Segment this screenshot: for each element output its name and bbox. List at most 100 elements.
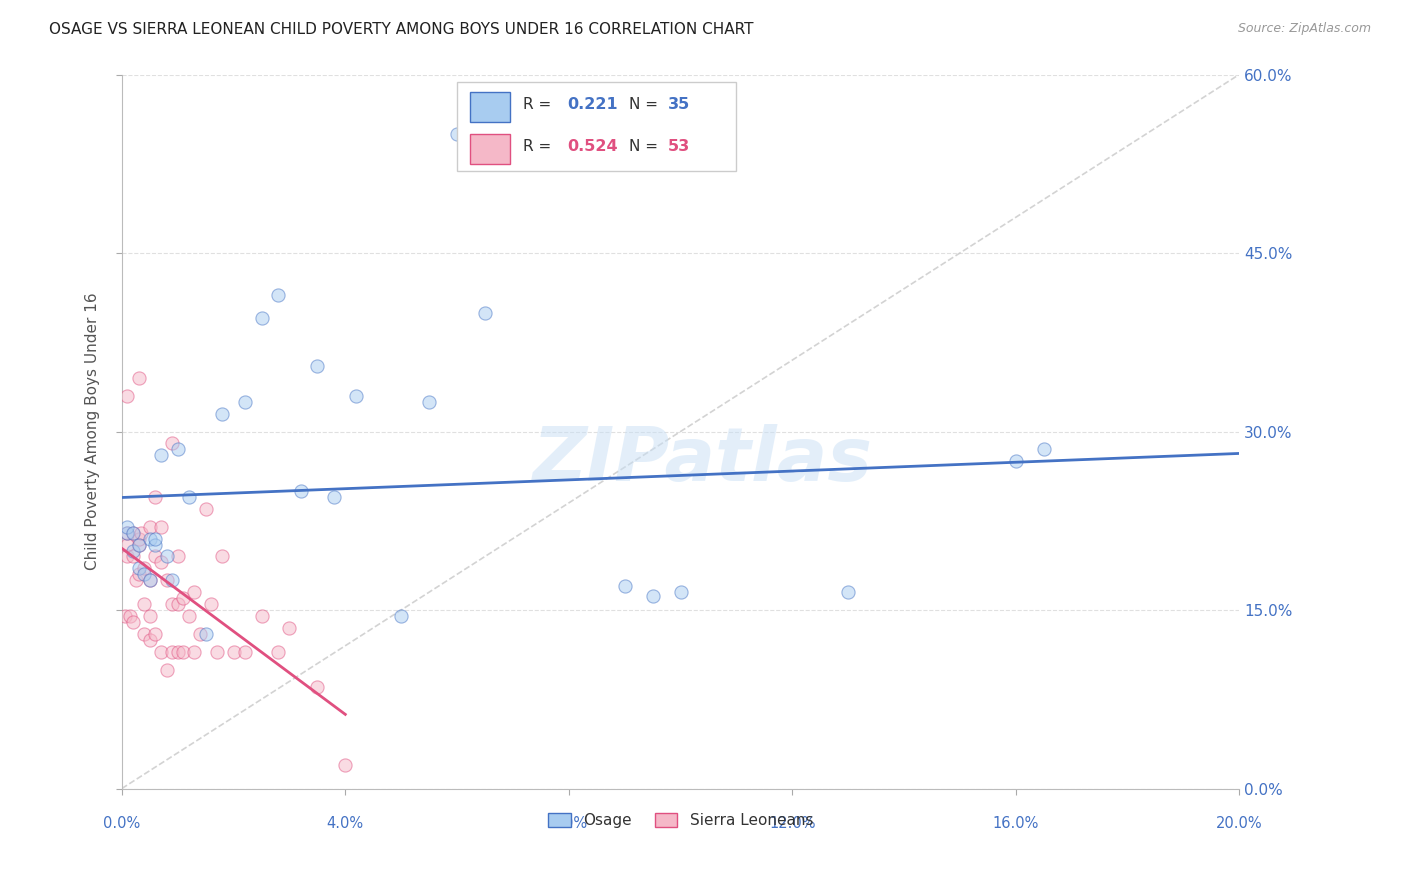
Point — [143, 549, 166, 564]
Point — [211, 407, 233, 421]
Point — [307, 359, 329, 373]
Point — [837, 585, 859, 599]
Point — [267, 287, 290, 301]
Point — [143, 538, 166, 552]
Point — [117, 525, 139, 540]
Point — [128, 371, 150, 385]
Point — [177, 609, 200, 624]
Point — [160, 436, 183, 450]
Text: Source: ZipAtlas.com: Source: ZipAtlas.com — [1237, 22, 1371, 36]
Point — [120, 609, 142, 624]
Point — [160, 574, 183, 588]
Point — [122, 525, 145, 540]
Point — [143, 532, 166, 546]
Point — [188, 627, 211, 641]
Legend: Osage, Sierra Leoneans: Osage, Sierra Leoneans — [541, 807, 820, 834]
Point — [128, 561, 150, 575]
Text: 16.0%: 16.0% — [993, 815, 1039, 830]
FancyBboxPatch shape — [471, 92, 509, 122]
Point — [117, 519, 139, 533]
Point — [474, 305, 496, 319]
Point — [139, 574, 162, 588]
Point — [139, 519, 162, 533]
Point — [641, 589, 664, 603]
Point — [122, 615, 145, 629]
Point — [128, 538, 150, 552]
Point — [346, 389, 368, 403]
Text: 8.0%: 8.0% — [550, 815, 588, 830]
Text: N =: N = — [628, 97, 658, 112]
Point — [200, 597, 222, 611]
Point — [131, 525, 153, 540]
Point — [205, 645, 228, 659]
Point — [194, 627, 217, 641]
Point — [211, 549, 233, 564]
Point — [335, 757, 357, 772]
Point — [128, 532, 150, 546]
Point — [134, 597, 156, 611]
Text: 0.524: 0.524 — [568, 139, 619, 154]
Point — [149, 556, 172, 570]
Text: ZIPatlas: ZIPatlas — [533, 424, 873, 497]
Y-axis label: Child Poverty Among Boys Under 16: Child Poverty Among Boys Under 16 — [86, 293, 100, 570]
Text: N =: N = — [628, 139, 658, 154]
Text: R =: R = — [523, 139, 551, 154]
Point — [233, 645, 256, 659]
Point — [139, 632, 162, 647]
Text: 35: 35 — [668, 97, 690, 112]
Point — [149, 645, 172, 659]
Point — [250, 311, 273, 326]
Text: R =: R = — [523, 97, 551, 112]
Point — [177, 490, 200, 504]
Text: 4.0%: 4.0% — [326, 815, 364, 830]
Point — [290, 483, 312, 498]
Point — [122, 543, 145, 558]
Point — [122, 525, 145, 540]
Point — [183, 585, 205, 599]
Point — [128, 538, 150, 552]
FancyBboxPatch shape — [471, 134, 509, 164]
Point — [172, 645, 194, 659]
Point — [139, 574, 162, 588]
Point — [183, 645, 205, 659]
Point — [117, 538, 139, 552]
Text: 12.0%: 12.0% — [769, 815, 815, 830]
Point — [233, 394, 256, 409]
FancyBboxPatch shape — [457, 82, 737, 171]
Point — [134, 561, 156, 575]
Point — [250, 609, 273, 624]
Point — [139, 609, 162, 624]
Text: 20.0%: 20.0% — [1216, 815, 1263, 830]
Point — [122, 549, 145, 564]
Point — [139, 532, 162, 546]
Point — [117, 525, 139, 540]
Point — [125, 574, 148, 588]
Point — [389, 609, 412, 624]
Point — [307, 681, 329, 695]
Point — [160, 597, 183, 611]
Point — [278, 621, 301, 635]
Point — [1032, 442, 1054, 457]
Point — [128, 567, 150, 582]
Point — [166, 549, 188, 564]
Point — [166, 597, 188, 611]
Point — [323, 490, 346, 504]
Point — [149, 448, 172, 462]
Text: 53: 53 — [668, 139, 690, 154]
Point — [222, 645, 245, 659]
Point — [172, 591, 194, 606]
Point — [155, 574, 177, 588]
Point — [117, 389, 139, 403]
Point — [613, 579, 636, 593]
Point — [669, 585, 692, 599]
Point — [267, 645, 290, 659]
Point — [134, 567, 156, 582]
Point — [166, 442, 188, 457]
Text: 0.0%: 0.0% — [103, 815, 141, 830]
Text: OSAGE VS SIERRA LEONEAN CHILD POVERTY AMONG BOYS UNDER 16 CORRELATION CHART: OSAGE VS SIERRA LEONEAN CHILD POVERTY AM… — [49, 22, 754, 37]
Point — [194, 501, 217, 516]
Point — [143, 490, 166, 504]
Point — [117, 549, 139, 564]
Text: 0.221: 0.221 — [568, 97, 619, 112]
Point — [418, 394, 440, 409]
